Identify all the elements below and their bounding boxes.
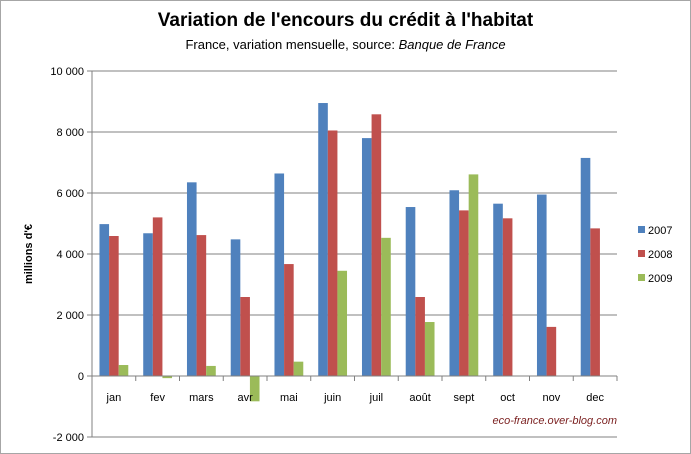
bar-2009-avr (249, 376, 260, 402)
bar-2007-mai (274, 173, 285, 376)
bar-2007-juil (361, 138, 372, 376)
x-category-label: sept (453, 392, 474, 404)
y-tick-label: 6 000 (56, 188, 84, 200)
bar-2009-mai (293, 361, 304, 376)
x-category-label: avr (237, 392, 253, 404)
bar-2009-juin (337, 270, 348, 376)
bar-2008-août (415, 297, 425, 376)
x-category-label: jan (106, 392, 122, 404)
bar-2009-jan (118, 365, 129, 376)
bar-2007-fev (143, 233, 153, 376)
bar-2007-sept (449, 190, 460, 376)
y-tick-label: 8 000 (56, 127, 84, 139)
x-category-label: juin (323, 392, 341, 404)
x-category-labels: jan fev mars avr mai juin juil août sept oct nov de… (106, 392, 605, 404)
bar-2008-sept (459, 210, 469, 376)
y-tick-label: 0 (78, 371, 84, 383)
y-tick-label: 10 000 (50, 66, 84, 78)
bar-2009-sept (468, 174, 479, 376)
bars (99, 103, 600, 402)
credit-text: eco-france.over-blog.com (492, 415, 617, 427)
chart-subtitle: France, variation mensuelle, source: Ban… (0, 37, 691, 52)
bar-2007-mars (186, 182, 197, 376)
legend-label-2009: 2009 (648, 273, 672, 285)
x-category-label: nov (543, 392, 561, 404)
bar-2008-fev (152, 217, 163, 376)
y-tick-label: 4 000 (56, 249, 84, 261)
legend-label-2008: 2008 (648, 249, 672, 261)
axes (91, 71, 618, 437)
x-category-label: mai (280, 392, 298, 404)
y-axis-label: millions d'€ (23, 224, 35, 284)
chart-title: Variation de l'encours du crédit à l'hab… (157, 10, 534, 31)
y-tick-label: -2 000 (53, 432, 84, 444)
bar-2007-oct (493, 203, 503, 376)
bar-2008-mai (284, 264, 294, 376)
x-category-label: mars (189, 392, 214, 404)
legend-swatch-2007 (638, 226, 645, 233)
y-tick-labels: -2 000 0 2 000 4 000 6 000 8 000 10 000 (50, 66, 84, 444)
bar-2009-juil (381, 237, 391, 376)
bar-2008-oct (502, 218, 513, 376)
bar-2009-août (424, 322, 435, 376)
bar-2007-juin (318, 103, 328, 377)
legend-swatch-2008 (638, 250, 645, 257)
x-category-label: fev (150, 392, 165, 404)
bar-2009-fev (162, 376, 173, 379)
legend-swatch-2009 (638, 274, 645, 281)
legend: 2007 2008 2009 (638, 225, 672, 285)
x-category-label: juil (369, 392, 383, 404)
legend-label-2007: 2007 (648, 225, 672, 237)
bar-2008-nov (546, 326, 557, 376)
bar-2008-juin (327, 130, 338, 376)
x-category-label: dec (586, 392, 604, 404)
bar-2009-mars (206, 365, 216, 376)
bar-2007-dec (580, 157, 591, 376)
bar-2007-août (405, 207, 416, 376)
bar-2007-nov (536, 194, 547, 376)
bar-2008-mars (196, 235, 207, 376)
gridlines (87, 70, 617, 438)
subtitle-prefix: France, variation mensuelle, source: (185, 37, 399, 52)
bar-2008-juil (371, 114, 382, 376)
subtitle-source: Banque de France (398, 37, 506, 52)
x-category-label: août (409, 392, 430, 404)
bar-2008-dec (590, 228, 600, 376)
bar-2008-jan (109, 236, 119, 376)
bar-2007-avr (230, 239, 241, 376)
y-tick-label: 2 000 (56, 310, 84, 322)
bar-2007-jan (99, 224, 110, 376)
bar-2008-avr (240, 297, 250, 376)
x-category-label: oct (500, 392, 515, 404)
